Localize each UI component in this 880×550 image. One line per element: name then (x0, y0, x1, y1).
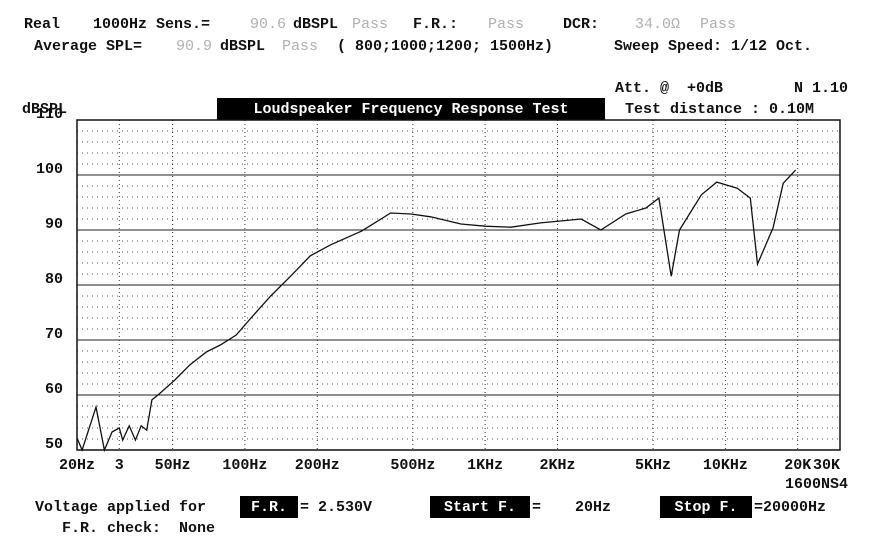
x-tick-label: 1KHz (467, 457, 503, 474)
x-tick-label: 30K (813, 457, 840, 474)
x-tick-label: 3 (115, 457, 124, 474)
header: Real 1000Hz Sens.= 90.6 dBSPL Pass F.R.: Pass D… (24, 16, 812, 55)
y-tick-label: 90 (45, 216, 63, 233)
x-tick-label: 20Hz (59, 457, 95, 474)
y-tick-label: 80 (45, 271, 63, 288)
header-field: Average SPL= (34, 38, 142, 55)
x-tick-label: 100Hz (222, 457, 267, 474)
y-tick-label: 70 (45, 326, 63, 343)
y-tick-label: 50 (45, 436, 63, 453)
header-field: F.R.: (413, 16, 458, 33)
plot-frame (76, 119, 841, 451)
header-field: dBSPL (293, 16, 338, 33)
header-field: 1000Hz Sens.= (93, 16, 210, 33)
header-field: 90.9 (176, 38, 212, 55)
start-frequency: 20Hz (575, 499, 611, 516)
x-tick-label: 2KHz (539, 457, 575, 474)
header-field: Pass (352, 16, 388, 33)
header-field: dBSPL (220, 38, 265, 55)
x-tick-label: 10KHz (703, 457, 748, 474)
header-field: Pass (700, 16, 736, 33)
fr-box-text: F.R. (251, 499, 287, 516)
fr-box (240, 496, 298, 518)
start-eq: = (532, 499, 541, 516)
x-tick-label: 50Hz (155, 457, 191, 474)
header-field: DCR: (563, 16, 599, 33)
voltage-label: Voltage applied for (35, 499, 206, 516)
stop-box-text: Stop F. (674, 499, 737, 516)
model: 1600NS4 (785, 476, 848, 493)
chart-title: Loudspeaker Frequency Response Test (253, 101, 568, 118)
header-field: Pass (282, 38, 318, 55)
y-tick-label: 100 (36, 161, 63, 178)
y-tick-label: 110 (36, 106, 63, 123)
header-field: 34.0Ω (635, 16, 680, 33)
x-tick-label: 500Hz (390, 457, 435, 474)
x-tick-label: 20K (784, 457, 811, 474)
stop-box (660, 496, 752, 518)
stop-frequency: =20000Hz (754, 499, 826, 516)
x-tick-label: 200Hz (295, 457, 340, 474)
y-axis-label: dBSPL (22, 101, 67, 118)
header-field: Pass (488, 16, 524, 33)
y-tick-label: 60 (45, 381, 63, 398)
start-box (430, 496, 530, 518)
voltage: = 2.530V (300, 499, 372, 516)
header-field: Sweep Speed: 1/12 Oct. (614, 38, 812, 55)
start-box-text: Start F. (444, 499, 516, 516)
response-curve (76, 169, 797, 453)
header-field: Real (24, 16, 60, 33)
x-tick-label: 5KHz (635, 457, 671, 474)
version: N 1.10 (794, 80, 848, 97)
test-distance: Test distance : 0.10M (625, 101, 814, 118)
title-box (217, 98, 605, 120)
header-field: 90.6 (250, 16, 286, 33)
header-field: ( 800;1000;1200; 1500Hz) (337, 38, 553, 55)
fr-check: F.R. check: None (62, 520, 215, 537)
attenuation: Att. @ +0dB (615, 80, 723, 97)
plot: 50 60 70 80 90 100 110 20Hz 3 50Hz 100Hz 200Hz 500Hz… (36, 106, 841, 474)
